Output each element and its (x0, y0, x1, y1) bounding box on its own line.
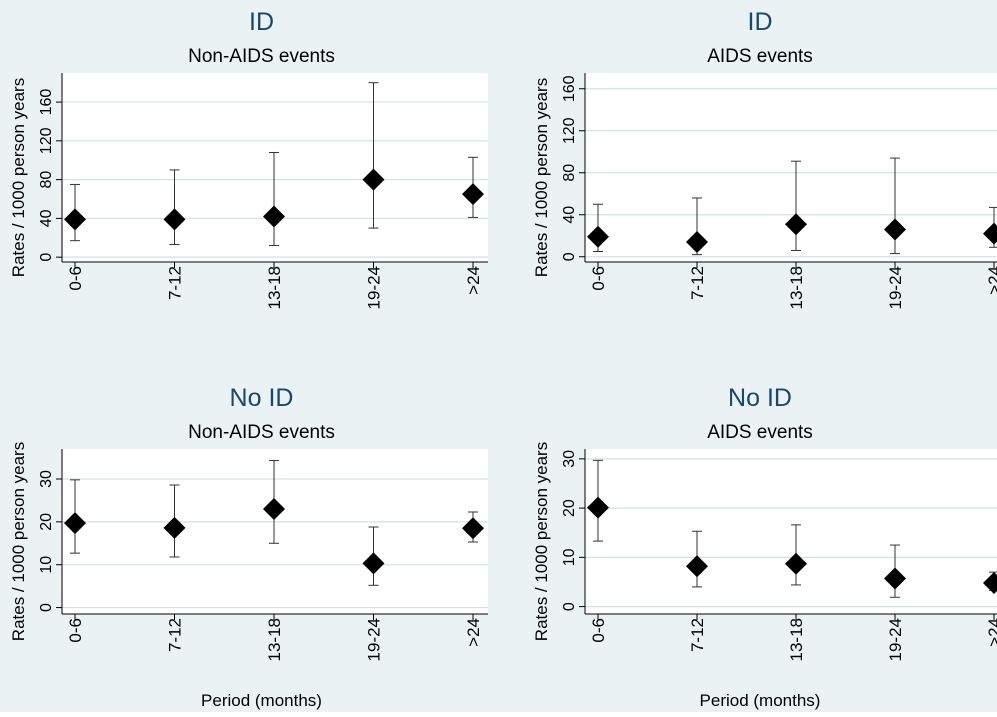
y-tick-label: 20 (38, 513, 55, 531)
y-tick-label: 0 (38, 603, 55, 612)
panel-subtitle: AIDS events (707, 422, 813, 443)
estimate-marker (362, 168, 385, 191)
estimate-marker (983, 222, 997, 245)
y-tick-label: 40 (38, 209, 55, 227)
x-tick-label: 13-18 (265, 618, 284, 661)
x-tick-label: 0-6 (589, 618, 608, 643)
x-axis-label: Period (months) (700, 691, 821, 710)
y-tick-label: 80 (561, 164, 578, 182)
x-tick-label: 7-12 (688, 266, 707, 300)
y-tick-label: 40 (561, 206, 578, 224)
x-tick-label: 19-24 (365, 266, 384, 309)
panel-title: ID (249, 8, 274, 36)
y-tick-label: 30 (561, 450, 578, 468)
panel-title: ID (748, 8, 773, 36)
x-tick-label: 7-12 (166, 618, 185, 652)
x-tick-label: 0-6 (589, 266, 608, 291)
estimate-marker (163, 516, 186, 539)
plot-area (585, 73, 997, 262)
y-tick-label: 10 (561, 548, 578, 566)
y-tick-label: 80 (38, 171, 55, 189)
panel-title: No ID (230, 384, 294, 412)
y-axis-label: Rates / 1000 person years (9, 78, 28, 277)
x-tick-label: 19-24 (886, 266, 905, 309)
estimate-marker (686, 555, 708, 578)
x-tick-label: 19-24 (365, 618, 384, 661)
x-tick-label: >24 (464, 266, 483, 295)
y-tick-label: 160 (38, 89, 55, 116)
x-tick-label: >24 (985, 618, 997, 647)
estimate-marker (362, 552, 385, 575)
panel-subtitle: Non-AIDS events (188, 422, 335, 443)
estimate-marker (64, 208, 86, 231)
estimate-marker (884, 567, 906, 590)
x-tick-label: 13-18 (787, 618, 806, 661)
estimate-marker (686, 231, 708, 254)
y-tick-label: 120 (561, 117, 578, 144)
panel-title: No ID (728, 384, 792, 412)
y-tick-label: 120 (38, 127, 55, 154)
plot-area (62, 73, 488, 262)
estimate-marker (785, 552, 807, 575)
y-axis-label: Rates / 1000 person years (9, 442, 28, 641)
x-tick-label: 13-18 (787, 266, 806, 309)
estimate-marker (64, 512, 86, 535)
y-tick-label: 10 (38, 556, 55, 574)
x-tick-label: 0-6 (66, 266, 85, 291)
estimate-marker (263, 498, 285, 520)
plot-area (585, 449, 997, 614)
x-tick-label: 7-12 (688, 618, 707, 652)
estimate-marker (263, 205, 285, 228)
y-axis-label: Rates / 1000 person years (532, 78, 551, 277)
estimate-marker (462, 517, 484, 540)
panel-subtitle: AIDS events (707, 46, 813, 67)
y-tick-label: 20 (561, 499, 578, 517)
x-tick-label: 13-18 (265, 266, 284, 309)
estimate-marker (785, 213, 807, 236)
y-tick-label: 160 (561, 75, 578, 102)
x-axis-label: Period (months) (201, 691, 322, 710)
x-tick-label: >24 (985, 266, 997, 295)
y-tick-label: 30 (38, 470, 55, 488)
y-axis-label: Rates / 1000 person years (532, 442, 551, 641)
y-tick-label: 0 (561, 602, 578, 611)
estimate-marker (884, 218, 906, 241)
plot-area (62, 449, 488, 614)
estimate-marker (587, 225, 609, 248)
panel-subtitle: Non-AIDS events (188, 46, 335, 67)
estimate-marker (163, 208, 186, 231)
y-tick-label: 0 (561, 252, 578, 261)
x-tick-label: 7-12 (166, 266, 185, 300)
estimate-marker (462, 183, 484, 206)
y-tick-label: 0 (38, 253, 55, 262)
x-tick-label: >24 (464, 618, 483, 647)
x-tick-label: 0-6 (66, 618, 85, 643)
x-tick-label: 19-24 (886, 618, 905, 661)
estimate-marker (587, 496, 609, 519)
estimate-marker (983, 571, 997, 594)
